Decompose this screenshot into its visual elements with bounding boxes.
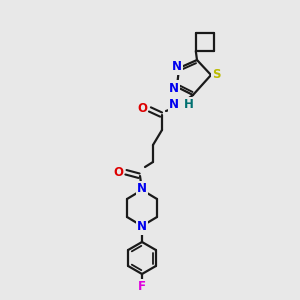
Text: N: N <box>137 182 147 196</box>
Text: N: N <box>169 82 179 94</box>
Text: F: F <box>138 280 146 293</box>
Text: N: N <box>169 98 179 112</box>
Text: O: O <box>113 166 123 178</box>
Text: N: N <box>172 61 182 74</box>
Text: N: N <box>137 220 147 233</box>
Text: H: H <box>184 98 194 112</box>
Text: O: O <box>137 103 147 116</box>
Text: S: S <box>212 68 220 80</box>
